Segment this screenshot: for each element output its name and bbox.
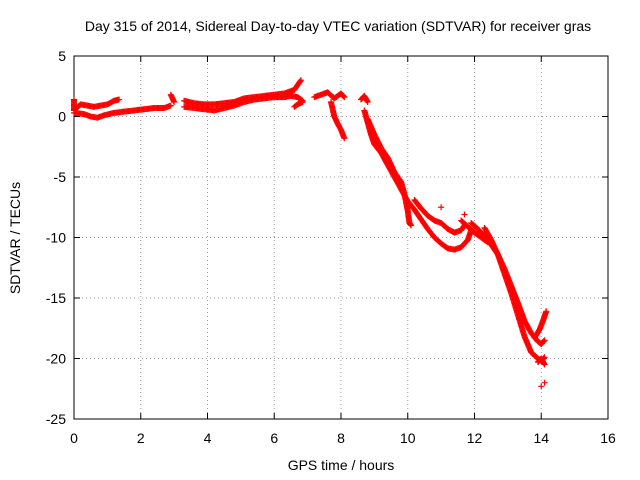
data-point [340,93,347,100]
data-point [167,102,174,109]
x-tick-label: 4 [204,430,212,446]
y-tick-label: -10 [46,230,66,246]
y-tick-label: -20 [46,351,66,367]
x-tick-label: 16 [600,430,616,446]
data-point [171,98,178,105]
data-point [540,338,547,345]
data-point [116,96,123,103]
y-axis-label: SDTVAR / TECUs [7,182,23,294]
data-point [543,308,550,315]
x-tick-label: 0 [70,430,78,446]
data-point [408,222,415,229]
data-points [71,77,550,390]
x-tick-label: 2 [137,430,145,446]
y-tick-label: -5 [54,169,67,185]
x-axis-ticks: 0 2 4 6 8 10 12 14 16 [70,56,616,446]
grid-lines [74,56,608,419]
y-tick-label: -15 [46,290,66,306]
x-tick-label: 10 [400,430,416,446]
y-axis-ticks: 5 0 -5 -10 -15 -20 -25 [46,48,608,427]
data-point [438,204,445,211]
data-point [364,98,371,105]
x-tick-label: 12 [467,430,483,446]
chart-title: Day 315 of 2014, Sidereal Day-to-day VTE… [85,18,591,34]
x-tick-label: 14 [533,430,549,446]
y-tick-label: 5 [58,48,66,64]
data-point [541,337,548,344]
data-point [541,361,548,368]
data-point [341,135,348,142]
data-point [299,98,306,105]
data-point [297,78,304,85]
data-point [538,383,545,390]
y-tick-label: 0 [58,109,66,125]
data-point [297,77,304,84]
x-tick-label: 6 [270,430,278,446]
x-tick-label: 8 [337,430,345,446]
x-axis-label: GPS time / hours [288,457,395,473]
data-point [461,211,468,218]
data-point [341,94,348,101]
y-tick-label: -25 [46,411,66,427]
data-point [541,379,548,386]
